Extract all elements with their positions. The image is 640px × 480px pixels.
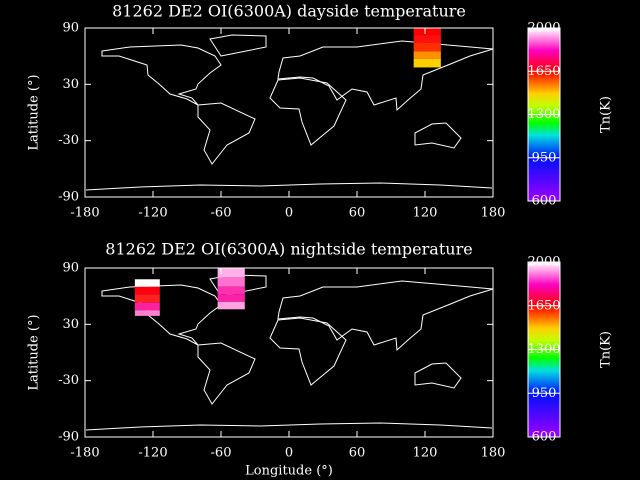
x-tick-label: 180 <box>481 446 506 461</box>
y-tick-label: -90 <box>58 190 79 205</box>
colorbar-tick-label: 950 <box>532 150 557 165</box>
x-tick-label: 60 <box>349 446 366 461</box>
x-tick-label: 120 <box>413 446 438 461</box>
chart-title: 81262 DE2 OI(6300A) dayside temperature <box>112 2 466 21</box>
colorbar-tick-label: 600 <box>532 194 557 209</box>
x-axis-label: Longitude (°) <box>245 464 333 479</box>
temperature-cell <box>413 51 441 59</box>
x-tick-label: 60 <box>349 206 366 221</box>
y-tick-label: -30 <box>58 133 79 148</box>
x-tick-label: -120 <box>138 446 167 461</box>
y-axis-label: Latitude (°) <box>27 314 42 390</box>
temperature-cell <box>134 279 160 287</box>
chart-title: 81262 DE2 OI(6300A) nightside temperatur… <box>105 240 472 259</box>
x-tick-label: -120 <box>138 206 167 221</box>
y-tick-label: -30 <box>58 373 79 388</box>
temperature-cell <box>413 58 441 68</box>
colorbar-tick-label: 1300 <box>527 342 560 357</box>
temperature-cell <box>134 310 160 316</box>
temperature-cell <box>134 294 160 303</box>
temperature-cell <box>413 43 441 52</box>
x-tick-label: -60 <box>211 206 232 221</box>
colorbar-tick-label: 1650 <box>527 64 560 79</box>
y-tick-label: 90 <box>62 261 79 276</box>
x-tick-label: 180 <box>481 206 506 221</box>
x-tick-label: 0 <box>285 446 293 461</box>
colorbar-tick-label: 950 <box>532 386 557 401</box>
temperature-cell <box>217 268 245 278</box>
colorbar-tick-label: 1300 <box>527 107 560 122</box>
x-tick-label: -180 <box>70 206 99 221</box>
temperature-cell <box>134 302 160 311</box>
colorbar-tick-label: 600 <box>532 430 557 445</box>
y-tick-label: -90 <box>58 430 79 445</box>
y-tick-label: 90 <box>62 21 79 36</box>
x-tick-label: 120 <box>413 206 438 221</box>
colorbar-label: Tn(K) <box>599 96 614 133</box>
temperature-cell <box>217 286 245 295</box>
y-tick-label: 30 <box>62 317 79 332</box>
x-tick-label: -60 <box>211 446 232 461</box>
temperature-cell <box>217 277 245 287</box>
colorbar-tick-label: 2000 <box>527 255 560 270</box>
colorbar-tick-label: 1650 <box>527 298 560 313</box>
y-axis-label: Latitude (°) <box>27 74 42 150</box>
colorbar-label: Tn(K) <box>599 331 614 368</box>
colorbar-tick-label: 2000 <box>527 21 560 36</box>
temperature-cell <box>413 35 441 44</box>
y-tick-label: 30 <box>62 77 79 92</box>
temperature-cell <box>217 301 245 310</box>
x-tick-label: -180 <box>70 446 99 461</box>
x-tick-label: 0 <box>285 206 293 221</box>
temperature-cell <box>134 286 160 295</box>
temperature-cell <box>217 294 245 302</box>
temperature-cell <box>413 28 441 36</box>
